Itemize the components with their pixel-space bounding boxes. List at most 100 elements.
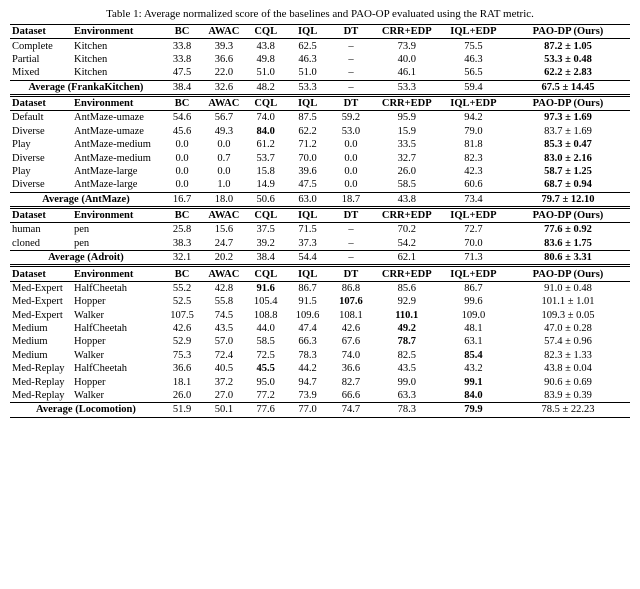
value-cell: 99.0 bbox=[373, 375, 441, 388]
value-cell: 95.9 bbox=[373, 111, 441, 125]
value-cell: 46.1 bbox=[373, 66, 441, 80]
value-cell: 43.5 bbox=[373, 362, 441, 375]
value-cell: 48.1 bbox=[441, 322, 506, 335]
avg-value: – bbox=[329, 251, 372, 266]
dataset-cell: Partial bbox=[10, 53, 72, 66]
value-cell: 42.6 bbox=[329, 322, 372, 335]
value-cell: 45.5 bbox=[246, 362, 286, 375]
col-header: Environment bbox=[72, 266, 162, 281]
col-header: CRR+EDP bbox=[373, 207, 441, 222]
avg-value: 79.9 bbox=[441, 403, 506, 417]
value-cell: 56.7 bbox=[202, 111, 245, 125]
avg-value: 48.2 bbox=[246, 80, 286, 95]
dataset-cell: Default bbox=[10, 111, 72, 125]
col-header: PAO-DP (Ours) bbox=[506, 95, 630, 110]
avg-value: 78.3 bbox=[373, 403, 441, 417]
dataset-cell: Play bbox=[10, 138, 72, 151]
avg-value: 54.4 bbox=[286, 251, 329, 266]
value-cell: 54.2 bbox=[373, 237, 441, 251]
value-cell: 70.2 bbox=[373, 223, 441, 237]
value-cell: 72.7 bbox=[441, 223, 506, 237]
dataset-cell: Med-Replay bbox=[10, 362, 72, 375]
value-cell: 15.8 bbox=[246, 165, 286, 178]
value-cell: 87.2 ± 1.05 bbox=[506, 39, 630, 53]
col-header: Environment bbox=[72, 25, 162, 39]
avg-value: 74.7 bbox=[329, 403, 372, 417]
col-header: PAO-DP (Ours) bbox=[506, 266, 630, 281]
avg-value: 67.5 ± 14.45 bbox=[506, 80, 630, 95]
col-header: BC bbox=[162, 95, 202, 110]
value-cell: 72.4 bbox=[202, 349, 245, 362]
col-header: IQL bbox=[286, 207, 329, 222]
env-cell: Kitchen bbox=[72, 39, 162, 53]
value-cell: 58.7 ± 1.25 bbox=[506, 165, 630, 178]
value-cell: 61.2 bbox=[246, 138, 286, 151]
value-cell: 79.0 bbox=[441, 125, 506, 138]
value-cell: 109.6 bbox=[286, 309, 329, 322]
dataset-cell: Play bbox=[10, 165, 72, 178]
value-cell: 84.0 bbox=[441, 389, 506, 403]
value-cell: 74.0 bbox=[329, 349, 372, 362]
env-cell: HalfCheetah bbox=[72, 362, 162, 375]
value-cell: 86.8 bbox=[329, 281, 372, 295]
value-cell: 82.5 bbox=[373, 349, 441, 362]
avg-value: 78.5 ± 22.23 bbox=[506, 403, 630, 417]
value-cell: – bbox=[329, 223, 372, 237]
value-cell: 77.2 bbox=[246, 389, 286, 403]
average-label: Average (Adroit) bbox=[10, 251, 162, 266]
value-cell: 32.7 bbox=[373, 151, 441, 164]
value-cell: 99.6 bbox=[441, 295, 506, 308]
dataset-cell: human bbox=[10, 223, 72, 237]
col-header: Environment bbox=[72, 207, 162, 222]
value-cell: 49.8 bbox=[246, 53, 286, 66]
value-cell: 94.7 bbox=[286, 375, 329, 388]
value-cell: 91.5 bbox=[286, 295, 329, 308]
value-cell: 75.5 bbox=[441, 39, 506, 53]
value-cell: 52.9 bbox=[162, 335, 202, 348]
value-cell: 78.3 bbox=[286, 349, 329, 362]
value-cell: 46.3 bbox=[441, 53, 506, 66]
avg-value: 63.0 bbox=[286, 192, 329, 207]
value-cell: 0.0 bbox=[162, 151, 202, 164]
value-cell: 37.2 bbox=[202, 375, 245, 388]
col-header: CRR+EDP bbox=[373, 95, 441, 110]
value-cell: 109.0 bbox=[441, 309, 506, 322]
value-cell: 49.2 bbox=[373, 322, 441, 335]
col-header: DT bbox=[329, 266, 372, 281]
value-cell: 36.6 bbox=[202, 53, 245, 66]
value-cell: 74.5 bbox=[202, 309, 245, 322]
env-cell: Hopper bbox=[72, 295, 162, 308]
col-header: Dataset bbox=[10, 266, 72, 281]
avg-value: 59.4 bbox=[441, 80, 506, 95]
value-cell: 85.3 ± 0.47 bbox=[506, 138, 630, 151]
dataset-cell: Med-Expert bbox=[10, 281, 72, 295]
value-cell: 51.0 bbox=[246, 66, 286, 80]
value-cell: 37.3 bbox=[286, 237, 329, 251]
value-cell: 42.3 bbox=[441, 165, 506, 178]
col-header: CQL bbox=[246, 95, 286, 110]
value-cell: 53.0 bbox=[329, 125, 372, 138]
value-cell: 54.6 bbox=[162, 111, 202, 125]
value-cell: 36.6 bbox=[329, 362, 372, 375]
value-cell: 71.5 bbox=[286, 223, 329, 237]
value-cell: 0.0 bbox=[202, 165, 245, 178]
value-cell: 85.6 bbox=[373, 281, 441, 295]
env-cell: HalfCheetah bbox=[72, 322, 162, 335]
value-cell: 107.6 bbox=[329, 295, 372, 308]
value-cell: 39.2 bbox=[246, 237, 286, 251]
value-cell: 91.6 bbox=[246, 281, 286, 295]
average-label: Average (AntMaze) bbox=[10, 192, 162, 207]
col-header: CQL bbox=[246, 207, 286, 222]
value-cell: 62.2 bbox=[286, 125, 329, 138]
value-cell: 43.5 bbox=[202, 322, 245, 335]
dataset-cell: Diverse bbox=[10, 178, 72, 192]
col-header: Dataset bbox=[10, 207, 72, 222]
value-cell: 40.0 bbox=[373, 53, 441, 66]
value-cell: 99.1 bbox=[441, 375, 506, 388]
value-cell: 24.7 bbox=[202, 237, 245, 251]
value-cell: 86.7 bbox=[441, 281, 506, 295]
results-table: DatasetEnvironmentBCAWACCQLIQLDTCRR+EDPI… bbox=[10, 24, 630, 418]
avg-value: 38.4 bbox=[162, 80, 202, 95]
value-cell: 22.0 bbox=[202, 66, 245, 80]
avg-value: – bbox=[329, 80, 372, 95]
